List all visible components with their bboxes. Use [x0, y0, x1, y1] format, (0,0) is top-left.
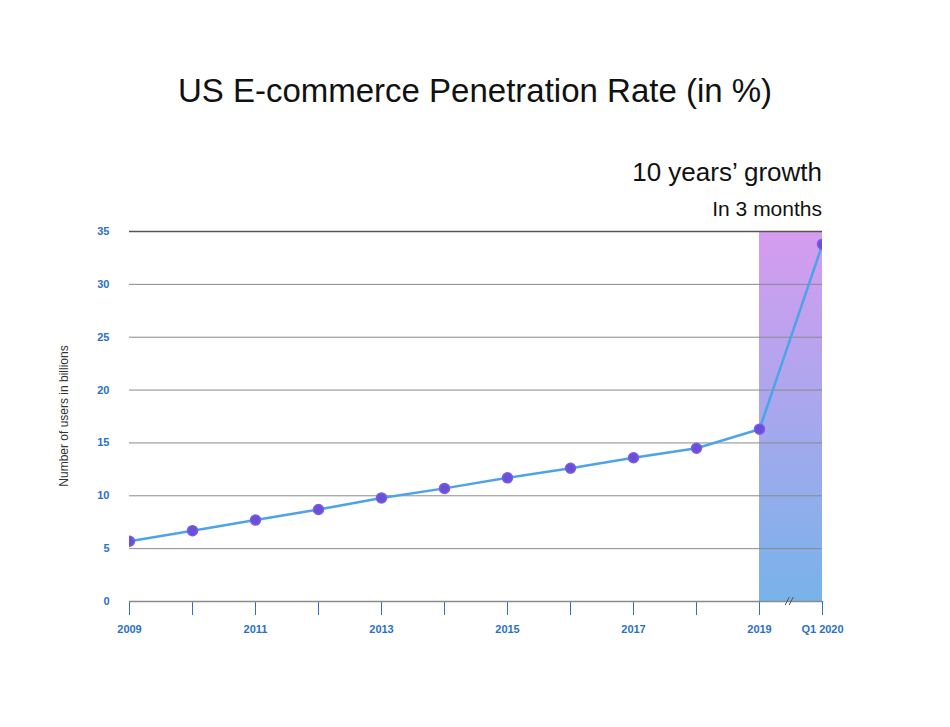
svg-text:Number of users in billions: Number of users in billions: [57, 345, 71, 486]
svg-text:30: 30: [97, 278, 109, 290]
svg-text:15: 15: [97, 436, 109, 448]
svg-text:2015: 2015: [495, 623, 519, 635]
svg-text:10 years’ growth: 10 years’ growth: [632, 157, 822, 187]
svg-text:0: 0: [103, 595, 109, 607]
svg-text:2013: 2013: [369, 623, 393, 635]
svg-text:5: 5: [103, 542, 109, 554]
svg-text:2017: 2017: [621, 623, 645, 635]
svg-text:2009: 2009: [117, 623, 141, 635]
svg-text:US E-commerce Penetration Rate: US E-commerce Penetration Rate (in %): [178, 72, 772, 109]
svg-text:20: 20: [97, 384, 109, 396]
svg-text:In 3 months: In 3 months: [712, 197, 822, 220]
svg-text:2011: 2011: [244, 623, 268, 635]
svg-text:10: 10: [97, 489, 109, 501]
svg-text:Q1 2020: Q1 2020: [801, 623, 843, 635]
svg-text:2019: 2019: [747, 623, 771, 635]
svg-text:35: 35: [97, 225, 109, 237]
svg-text:25: 25: [97, 331, 109, 343]
